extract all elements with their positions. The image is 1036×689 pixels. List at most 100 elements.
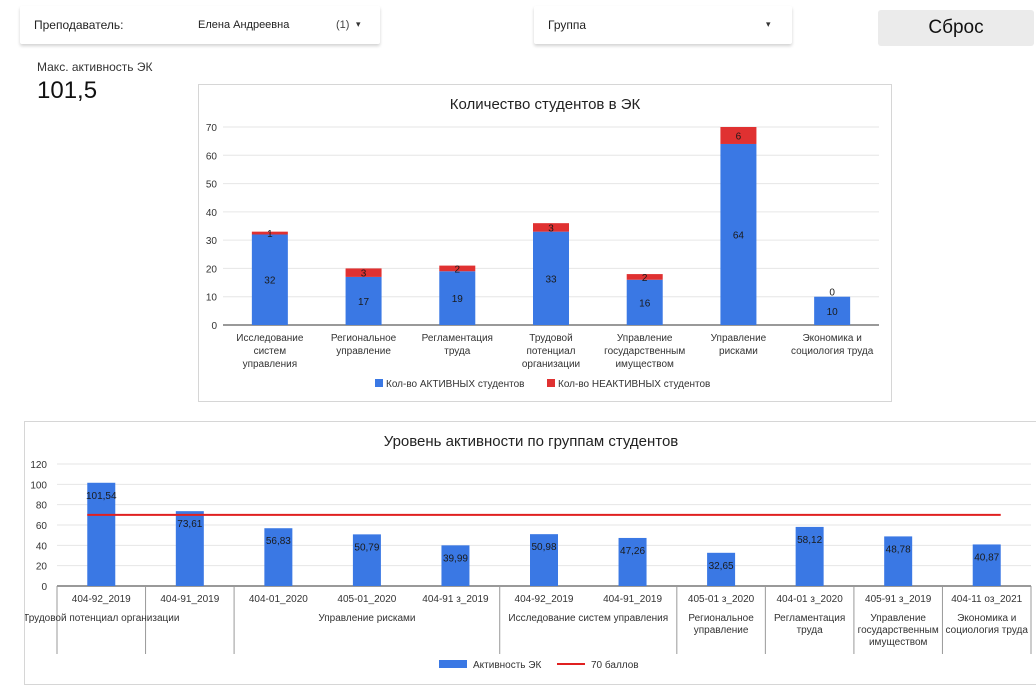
x-tick-label: 404-91 з_2019 [422,594,489,605]
x-tick-label: 404-92_2019 [72,594,131,605]
data-label-inactive: 0 [829,288,835,299]
data-label-inactive: 3 [548,223,554,234]
x-tick-label: 404-91_2019 [160,594,219,605]
data-label-active: 19 [452,294,464,305]
legend-swatch-activity [439,660,467,668]
y-tick-label: 80 [36,501,48,512]
legend-swatch-active [375,379,383,387]
x-tick-label: Трудовой [529,333,572,344]
bar-activity [707,552,736,586]
data-label: 56,83 [266,536,291,547]
data-label: 47,26 [620,546,645,557]
bar-inactive [720,127,757,144]
legend-label-threshold: 70 баллов [591,659,639,671]
bar-active [439,271,476,325]
x-tick-label: Экономика и [802,333,861,344]
bar-active [345,276,382,325]
bar-inactive [439,265,476,272]
bar-activity [264,528,293,586]
y-tick-label: 60 [36,521,48,532]
data-label-active: 32 [264,276,276,287]
group-label: Трудовой потенциал организации [25,613,179,624]
x-tick-label: 405-91 з_2019 [865,594,932,605]
bar-activity [795,526,824,586]
x-tick-label: Исследование [236,333,304,344]
x-tick-label: 404-91_2019 [603,594,662,605]
group-label: Регламентация [774,613,845,624]
x-tick-label: управления [243,359,298,370]
group-label: государственным [858,625,939,636]
data-label: 39,99 [443,553,468,564]
data-label: 50,98 [531,542,556,553]
y-tick-label: 40 [36,541,48,552]
group-label: труда [797,625,824,636]
y-tick-label: 70 [206,123,218,134]
data-label: 73,61 [177,519,202,530]
bar-inactive [533,223,569,232]
data-label: 32,65 [709,561,734,572]
data-label-active: 16 [639,298,651,309]
x-tick-label: труда [444,346,471,357]
data-label: 50,79 [354,542,379,553]
y-tick-label: 0 [211,321,217,332]
x-tick-label: систем [254,346,287,357]
teacher-filter-value: Елена Андреевна [198,19,290,31]
x-tick-label: 404-01_2020 [249,594,308,605]
bar-activity [87,482,116,586]
x-tick-label: потенциал [526,346,575,357]
legend-label-inactive: Кол-во НЕАКТИВНЫХ студентов [558,379,710,390]
bar-activity [618,537,647,586]
teacher-filter-count: (1) [336,19,350,31]
legend-swatch-inactive [547,379,555,387]
kpi-value: 101,5 [37,77,98,104]
group-filter-label: Группа [548,18,587,32]
teacher-filter-label: Преподаватель: [34,18,124,32]
x-tick-label: Регламентация [422,333,493,344]
y-tick-label: 120 [30,460,47,471]
x-tick-label: организации [522,359,580,370]
data-label-inactive: 3 [361,269,367,280]
y-tick-label: 40 [206,208,218,219]
data-label-inactive: 2 [455,264,461,275]
y-tick-label: 10 [206,293,218,304]
bar-active [814,296,851,325]
data-label-active: 64 [733,230,745,241]
bar-activity [352,534,381,586]
data-label-inactive: 6 [736,131,742,142]
x-tick-label: государственным [604,346,685,357]
x-tick-label: Региональное [331,333,397,344]
data-label: 40,87 [974,552,999,563]
group-filter[interactable]: Группа ▾ [534,6,792,44]
group-label: Исследование систем управления [508,613,668,624]
bar-active [720,143,757,325]
x-tick-label: имуществом [615,359,674,370]
x-tick-label: социология труда [791,346,874,357]
bar-active [251,234,288,325]
x-tick-label: 404-01 з_2020 [776,594,843,605]
reset-button[interactable]: Сброс [878,10,1034,46]
data-label-active: 17 [358,297,370,308]
bar-inactive [251,231,288,235]
data-label-active: 10 [827,307,839,318]
group-label: имуществом [869,637,928,648]
y-tick-label: 100 [30,480,47,491]
y-tick-label: 0 [41,582,47,593]
y-tick-label: 30 [206,236,218,247]
bar-activity [972,544,1001,586]
data-label-inactive: 2 [642,273,648,284]
group-label: управление [694,625,749,636]
data-label-inactive: 1 [267,229,273,240]
bar-inactive [345,268,382,277]
group-label: Региональное [688,613,754,624]
data-label: 101,54 [86,491,117,502]
x-tick-label: Управление [711,333,767,344]
teacher-filter[interactable]: Преподаватель: Елена Андреевна (1) ▾ [20,6,380,44]
legend-label-active: Кол-во АКТИВНЫХ студентов [386,379,524,390]
y-tick-label: 20 [206,264,218,275]
x-tick-label: 405-01 з_2020 [688,594,755,605]
data-label: 48,78 [886,544,911,555]
y-tick-label: 50 [206,180,218,191]
x-tick-label: Управление [617,333,673,344]
bar-active [533,231,569,325]
group-label: Экономика и [957,613,1016,624]
